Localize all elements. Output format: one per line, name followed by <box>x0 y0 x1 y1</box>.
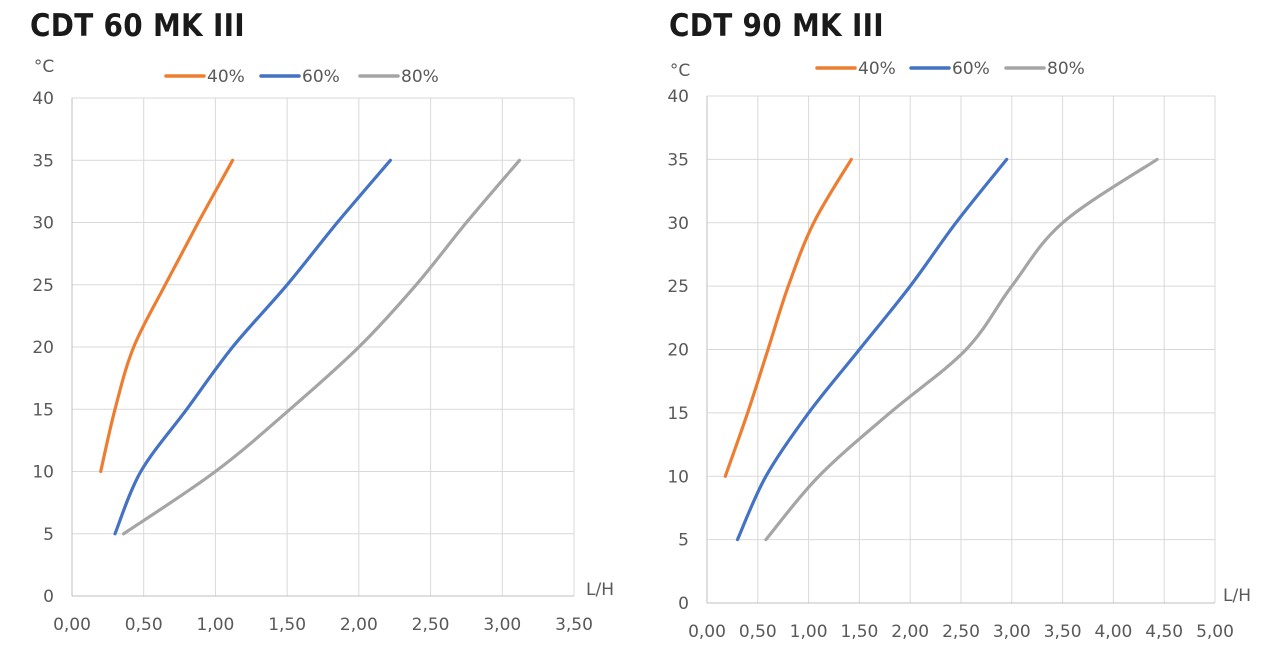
y-tick-label: 35 <box>32 151 54 171</box>
x-tick-label: 1,50 <box>840 622 878 642</box>
y-axis-title: °C <box>34 57 54 77</box>
series-line-60pct <box>113 158 392 536</box>
x-tick-label: 4,00 <box>1094 622 1132 642</box>
chart-title: CDT 60 MK III <box>30 8 245 44</box>
gridlines <box>707 95 1216 603</box>
x-tick-label: 3,00 <box>993 622 1031 642</box>
x-tick-label: 0,00 <box>53 615 91 635</box>
y-tick-label: 40 <box>32 89 54 109</box>
legend-label: 60% <box>302 67 340 87</box>
y-tick-label: 20 <box>667 341 689 361</box>
x-tick-label: 2,50 <box>412 615 450 635</box>
chart-cdt90-svg: 0 5 10 15 20 25 30 35 40 0,00 0,50 1,00 1,50 2,00 2,50… <box>667 59 1251 642</box>
y-tick-label: 10 <box>667 467 689 487</box>
legend-label: 80% <box>1047 59 1085 79</box>
series-line-40pct <box>723 157 853 478</box>
chart-panel-cdt60: CDT 60 MK III 0 5 10 15 20 25 30 35 40 0,00 0,50 1,… <box>30 8 614 635</box>
y-tick-label: 25 <box>32 276 54 296</box>
x-tick-label: 2,00 <box>891 622 929 642</box>
x-tick-label: 0,00 <box>688 622 726 642</box>
y-tick-label: 5 <box>43 525 54 545</box>
chart-panel-cdt90: CDT 90 MK III 0 5 10 15 20 25 30 35 40 0,00 0,50 1,… <box>640 0 1273 649</box>
y-tick-label: 0 <box>678 594 689 614</box>
legend-label: 60% <box>952 59 990 79</box>
series-line-40pct <box>99 158 235 474</box>
legend: 40% 60% 80% <box>164 67 439 87</box>
y-tick-label: 35 <box>667 150 689 170</box>
x-axis-title: L/H <box>586 580 614 600</box>
chart-title: CDT 90 MK III <box>669 8 884 44</box>
y-tick-label: 10 <box>32 463 54 483</box>
x-tick-label: 4,50 <box>1145 622 1183 642</box>
x-tick-label: 1,00 <box>790 622 828 642</box>
x-tick-label: 1,50 <box>268 615 306 635</box>
x-tick-label: 2,50 <box>942 622 980 642</box>
y-tick-label: 25 <box>667 277 689 297</box>
y-tick-label: 30 <box>32 214 54 234</box>
y-tick-label: 30 <box>667 214 689 234</box>
y-tick-label: 40 <box>667 87 689 107</box>
y-tick-label: 0 <box>43 587 54 607</box>
legend-label: 40% <box>858 59 896 79</box>
chart-cdt60-svg: 0 5 10 15 20 25 30 35 40 0,00 0,50 1,00 1,50 2,00 2,50… <box>32 57 614 635</box>
legend-label: 40% <box>207 67 245 87</box>
x-tick-label: 3,50 <box>555 615 593 635</box>
x-tick-label: 1,00 <box>196 615 234 635</box>
legend-label: 80% <box>401 67 439 87</box>
x-axis-title: L/H <box>1223 586 1251 606</box>
y-tick-label: 15 <box>32 400 54 420</box>
x-tick-label: 0,50 <box>739 622 777 642</box>
x-tick-label: 5,00 <box>1196 622 1234 642</box>
x-tick-label: 2,00 <box>340 615 378 635</box>
legend: 40% 60% 80% <box>815 59 1085 79</box>
series-line-80pct <box>764 157 1159 542</box>
y-tick-label: 15 <box>667 404 689 424</box>
y-tick-label: 20 <box>32 338 54 358</box>
gridlines <box>72 97 575 596</box>
y-tick-label: 5 <box>678 531 689 551</box>
y-axis-title: °C <box>670 61 690 81</box>
x-tick-label: 3,50 <box>1044 622 1082 642</box>
x-tick-label: 0,50 <box>125 615 163 635</box>
x-tick-label: 3,00 <box>483 615 521 635</box>
series-line-80pct <box>122 158 522 536</box>
series-line-60pct <box>735 157 1009 542</box>
